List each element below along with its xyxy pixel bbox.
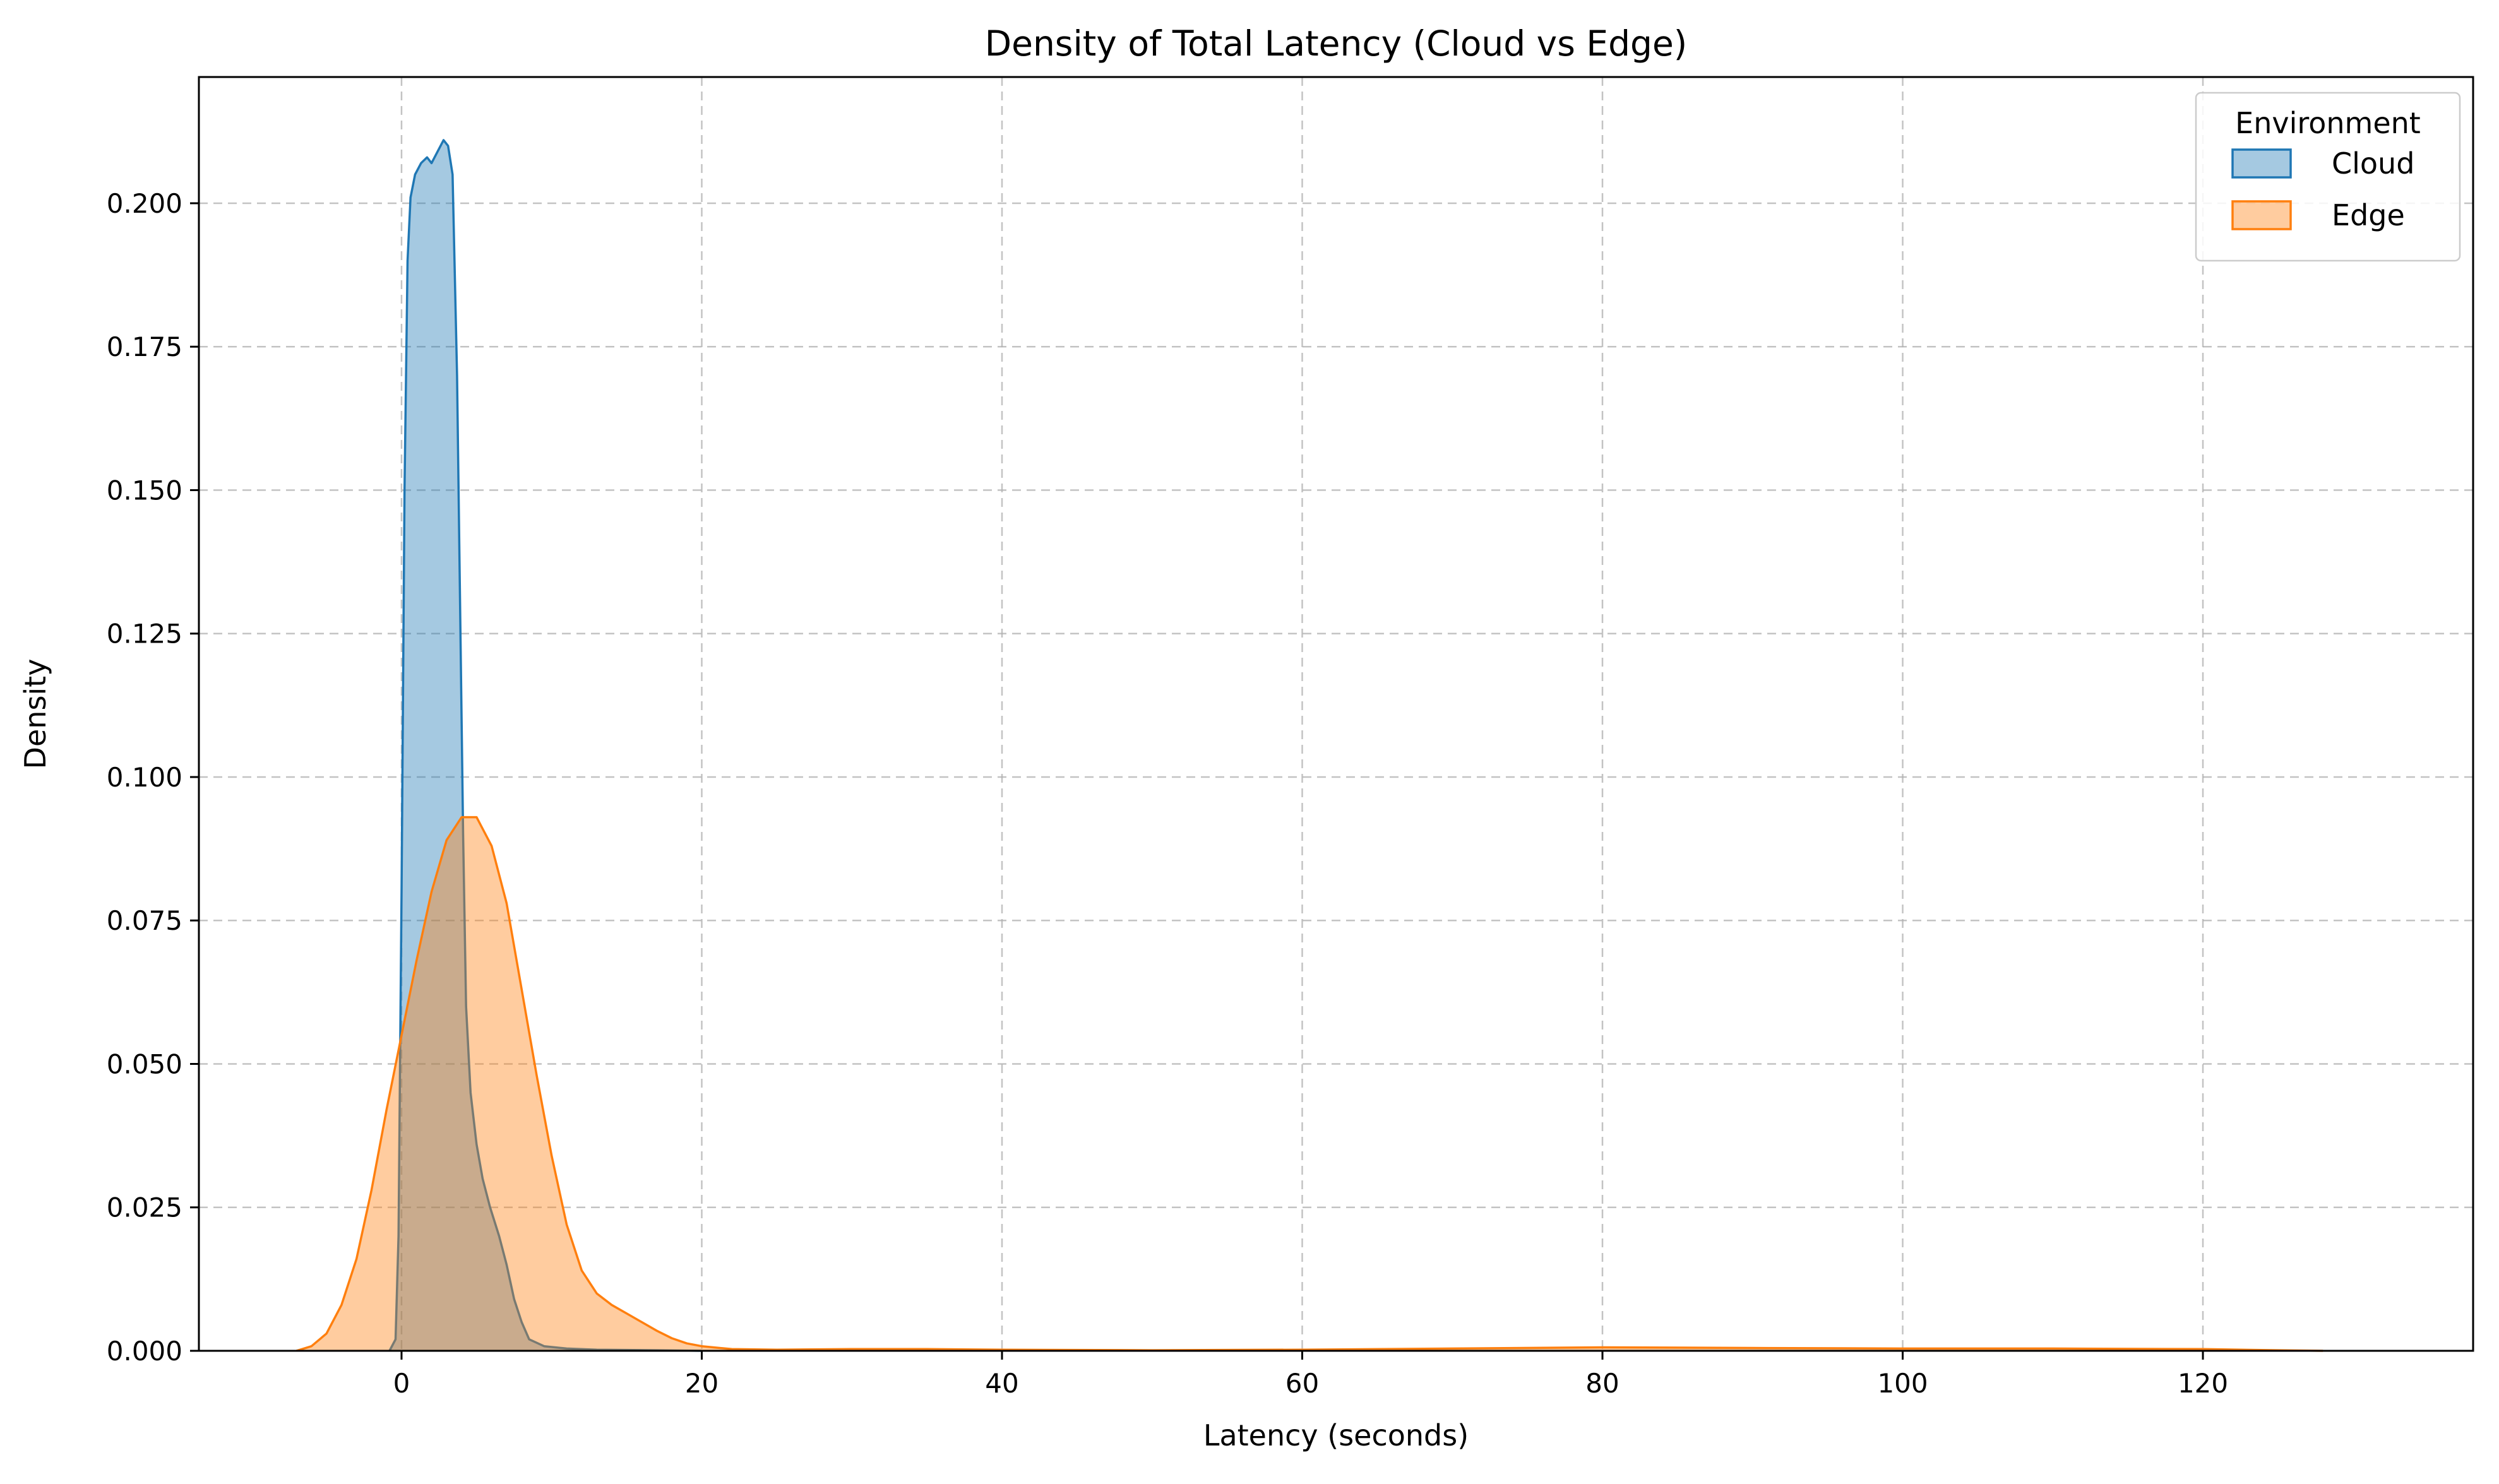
chart-title: Density of Total Latency (Cloud vs Edge) — [985, 23, 1688, 64]
x-tick-label: 20 — [685, 1368, 719, 1399]
x-axis-ticks: 0 20 40 60 80 100 120 — [393, 1351, 2228, 1399]
y-axis-label: Density — [18, 659, 52, 769]
series-areas — [295, 139, 2323, 1352]
x-tick-label: 120 — [2178, 1368, 2228, 1399]
edge-density-line — [295, 816, 2323, 1352]
x-tick-label: 60 — [1285, 1368, 1319, 1399]
plot-frame — [198, 76, 2474, 1352]
y-tick-label: 0.200 — [107, 188, 182, 219]
legend-label-cloud: Cloud — [2332, 146, 2414, 181]
legend-title: Environment — [2235, 106, 2421, 140]
y-tick-label: 0.150 — [107, 475, 182, 506]
edge-density-area — [296, 817, 2323, 1351]
y-tick-label: 0.050 — [107, 1048, 182, 1079]
x-tick-label: 100 — [1877, 1368, 1928, 1399]
y-tick-label: 0.025 — [107, 1192, 182, 1223]
y-tick-label: 0.075 — [107, 905, 182, 936]
cloud-density-line — [388, 139, 702, 1352]
legend-box — [2195, 92, 2461, 262]
legend-items: Cloud Edge — [2231, 146, 2414, 232]
legend-label-edge: Edge — [2332, 198, 2405, 232]
y-tick-label: 0.175 — [107, 331, 182, 362]
legend-swatch-cloud — [2231, 148, 2292, 179]
x-axis-label: Latency (seconds) — [1203, 1418, 1469, 1452]
x-tick-label: 0 — [393, 1368, 410, 1399]
y-tick-label: 0.000 — [107, 1336, 182, 1367]
y-axis-ticks: 0.000 0.025 0.050 0.075 0.100 0.125 0.150 0.175… — [107, 188, 199, 1367]
y-tick-label: 0.125 — [107, 619, 182, 650]
legend: Environment Cloud Edge — [2195, 92, 2461, 262]
x-tick-label: 80 — [1585, 1368, 1619, 1399]
x-tick-label: 40 — [985, 1368, 1018, 1399]
legend-swatch-edge — [2231, 200, 2292, 230]
y-tick-label: 0.100 — [107, 762, 182, 793]
